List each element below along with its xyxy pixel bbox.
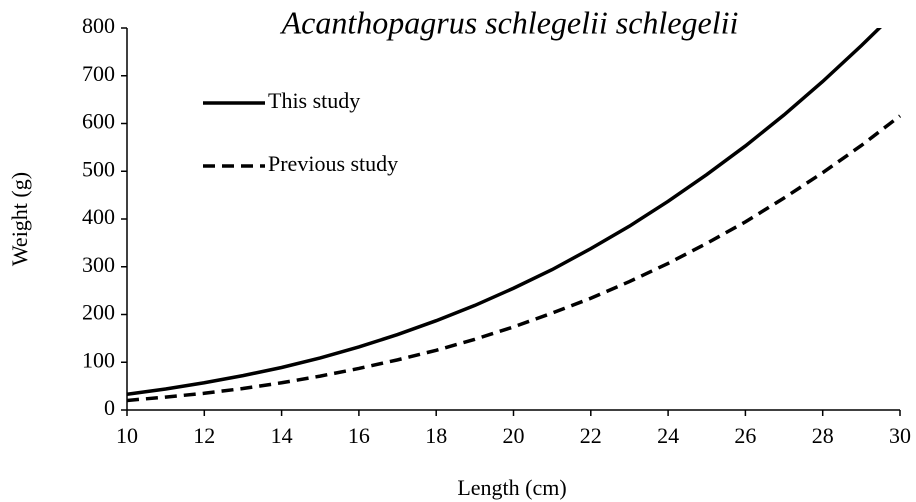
legend-label: This study bbox=[268, 88, 360, 113]
x-tick-label: 18 bbox=[425, 423, 447, 448]
x-tick-label: 24 bbox=[657, 423, 679, 448]
y-tick-label: 400 bbox=[82, 204, 115, 229]
y-tick-label: 600 bbox=[82, 109, 115, 134]
x-tick-label: 30 bbox=[889, 423, 911, 448]
y-axis-label: Weight (g) bbox=[7, 172, 32, 266]
y-tick-label: 100 bbox=[82, 347, 115, 372]
x-tick-label: 10 bbox=[116, 423, 138, 448]
chart-title: Acanthopagrus schlegelii schlegelii bbox=[280, 4, 739, 40]
y-tick-label: 200 bbox=[82, 300, 115, 325]
y-tick-label: 800 bbox=[82, 13, 115, 38]
x-tick-label: 26 bbox=[734, 423, 756, 448]
y-tick-label: 300 bbox=[82, 252, 115, 277]
legend-label: Previous study bbox=[268, 151, 398, 176]
x-tick-label: 16 bbox=[348, 423, 370, 448]
y-tick-label: 500 bbox=[82, 156, 115, 181]
y-tick-label: 0 bbox=[104, 395, 115, 420]
x-tick-label: 28 bbox=[812, 423, 834, 448]
x-tick-label: 22 bbox=[580, 423, 602, 448]
series-line bbox=[127, 28, 882, 396]
x-tick-label: 20 bbox=[503, 423, 525, 448]
x-tick-label: 14 bbox=[271, 423, 293, 448]
x-tick-label: 12 bbox=[193, 423, 215, 448]
series-line bbox=[127, 114, 902, 403]
y-tick-label: 700 bbox=[82, 61, 115, 86]
x-axis-label: Length (cm) bbox=[457, 475, 566, 500]
